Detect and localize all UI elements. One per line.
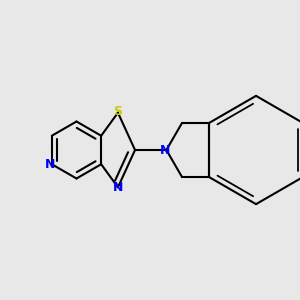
Text: N: N: [160, 143, 170, 157]
Text: N: N: [113, 181, 123, 194]
Text: N: N: [45, 158, 56, 171]
Text: S: S: [113, 105, 122, 118]
